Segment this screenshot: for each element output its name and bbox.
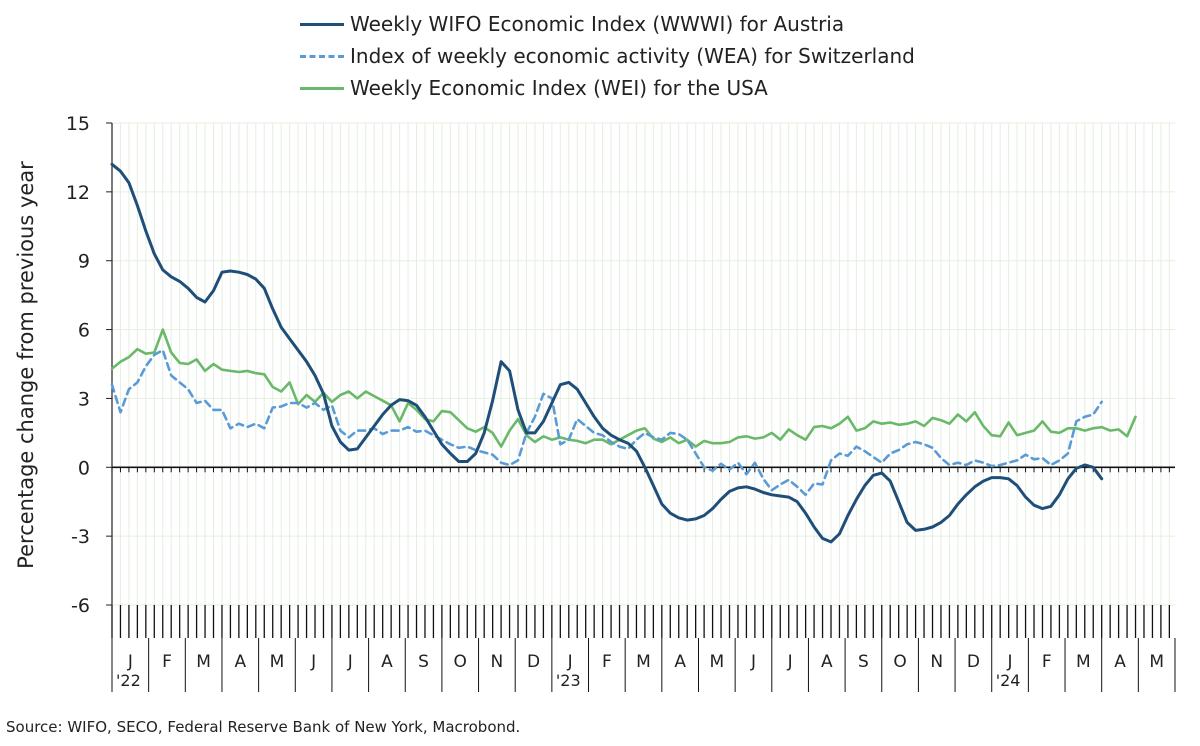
x-tick-label: M bbox=[270, 652, 285, 672]
x-tick-label: M bbox=[1149, 652, 1164, 672]
x-tick-label: N bbox=[930, 652, 943, 672]
x-tick-label: S bbox=[858, 652, 869, 672]
x-tick-label: A bbox=[234, 652, 246, 672]
x-tick-label: D bbox=[527, 652, 540, 672]
x-tick-label: M bbox=[636, 652, 651, 672]
y-tick-label: 9 bbox=[78, 251, 90, 273]
x-tick-label: A bbox=[1114, 652, 1126, 672]
legend-label-switzerland: Index of weekly economic activity (WEA) … bbox=[350, 44, 915, 68]
x-tick-label: M bbox=[709, 652, 724, 672]
x-tick-label: J bbox=[750, 652, 756, 672]
axes: -6 -3 0 3 6 9 12 15 J F M A M J J A S O N D J F M A M J J A S O N D J F M A… bbox=[66, 113, 1176, 692]
legend-item-switzerland: Index of weekly economic activity (WEA) … bbox=[300, 40, 915, 72]
legend-swatch-switzerland bbox=[300, 54, 344, 58]
legend-swatch-austria bbox=[300, 22, 344, 26]
series-line-usa bbox=[110, 328, 1137, 448]
x-tick-label: J bbox=[310, 652, 316, 672]
x-tick-label: J bbox=[1007, 652, 1013, 672]
x-tick-label: F bbox=[602, 652, 612, 672]
legend-label-austria: Weekly WIFO Economic Index (WWWI) for Au… bbox=[350, 12, 845, 36]
x-tick-label: F bbox=[162, 652, 172, 672]
y-tick-label: 12 bbox=[66, 182, 90, 204]
x-tick-label: M bbox=[196, 652, 211, 672]
y-tick-label: 6 bbox=[78, 320, 90, 342]
y-tick-label: -6 bbox=[71, 595, 90, 617]
legend: Weekly WIFO Economic Index (WWWI) for Au… bbox=[300, 8, 915, 104]
x-tick-label: D bbox=[967, 652, 980, 672]
x-tick-label: J bbox=[127, 652, 133, 672]
y-tick-label: 0 bbox=[78, 457, 90, 479]
y-tick-label: 15 bbox=[66, 113, 90, 135]
y-axis-label: Percentage change from previous year bbox=[14, 161, 38, 569]
series-line-austria bbox=[110, 162, 1104, 544]
legend-label-usa: Weekly Economic Index (WEI) for the USA bbox=[350, 76, 768, 100]
x-tick-label: A bbox=[381, 652, 393, 672]
y-tick-label: 3 bbox=[78, 388, 90, 410]
x-tick-label: J bbox=[347, 652, 353, 672]
x-tick-label: S bbox=[418, 652, 429, 672]
x-tick-label: A bbox=[821, 652, 833, 672]
x-tick-label: M bbox=[1076, 652, 1091, 672]
x-tick-label: J bbox=[787, 652, 793, 672]
y-tick-label: -3 bbox=[71, 526, 90, 548]
series-line-switzerland bbox=[110, 348, 1103, 497]
x-year-label: '22 bbox=[116, 671, 141, 690]
x-year-label: '23 bbox=[556, 671, 581, 690]
x-tick-label: N bbox=[491, 652, 504, 672]
x-year-label: '24 bbox=[996, 671, 1021, 690]
x-tick-label: A bbox=[674, 652, 686, 672]
x-tick-label: J bbox=[567, 652, 573, 672]
x-tick-label: F bbox=[1042, 652, 1052, 672]
x-tick-label: O bbox=[454, 652, 467, 672]
legend-swatch-usa bbox=[300, 86, 344, 90]
x-tick-label: O bbox=[893, 652, 906, 672]
series-lines bbox=[110, 162, 1137, 544]
legend-item-usa: Weekly Economic Index (WEI) for the USA bbox=[300, 72, 915, 104]
source-note: Source: WIFO, SECO, Federal Reserve Bank… bbox=[6, 718, 521, 736]
legend-item-austria: Weekly WIFO Economic Index (WWWI) for Au… bbox=[300, 8, 915, 40]
grid bbox=[111, 122, 1175, 606]
